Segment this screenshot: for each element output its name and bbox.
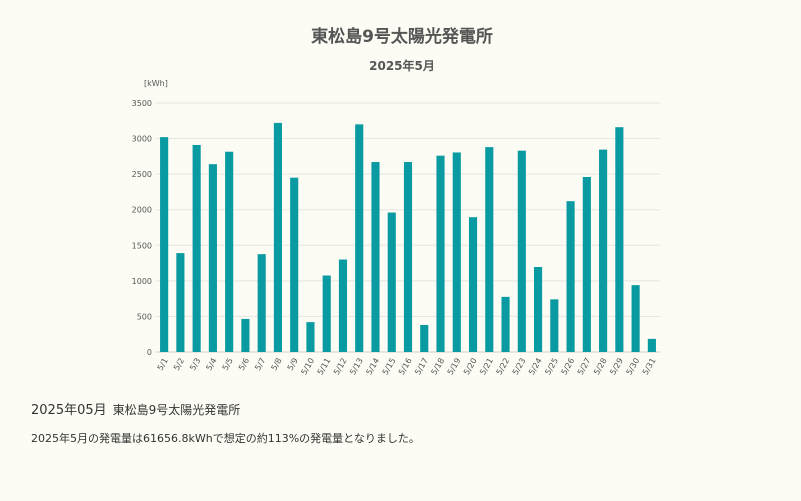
bar xyxy=(371,162,380,352)
bar xyxy=(176,253,185,352)
bar xyxy=(338,259,348,352)
bar xyxy=(599,149,608,352)
y-tick-label: 0 xyxy=(147,348,152,357)
x-tick-label: 5/25 xyxy=(543,357,560,377)
x-tick-label: 5/27 xyxy=(576,357,593,377)
x-tick-label: 5/2 xyxy=(172,357,186,373)
y-axis-unit-label: [kWh] xyxy=(144,79,168,88)
bar xyxy=(387,212,396,352)
bar xyxy=(322,275,331,352)
x-tick-label: 5/19 xyxy=(446,357,463,377)
y-tick-label: 1500 xyxy=(132,241,152,250)
bar xyxy=(192,144,201,352)
bar xyxy=(208,164,217,352)
bar xyxy=(615,127,624,352)
chart-title: 東松島9号太陽光発電所 xyxy=(311,26,493,47)
y-tick-label: 3000 xyxy=(132,135,152,144)
x-tick-label: 5/16 xyxy=(397,357,414,377)
bar xyxy=(241,318,250,352)
x-tick-label: 5/3 xyxy=(188,357,202,373)
x-tick-label: 5/26 xyxy=(560,357,577,377)
bar xyxy=(306,322,315,352)
x-tick-label: 5/24 xyxy=(527,357,544,377)
bar xyxy=(501,296,510,352)
bar xyxy=(420,324,429,352)
chart-subtitle: 2025年5月 xyxy=(369,58,435,73)
x-tick-label: 5/15 xyxy=(381,357,398,377)
x-tick-label: 5/17 xyxy=(413,357,430,377)
x-tick-label: 5/14 xyxy=(364,357,381,377)
bar xyxy=(403,162,413,352)
x-tick-label: 5/6 xyxy=(237,357,251,373)
summary-text: 2025年5月の発電量は61656.8kWhで想定の約113%の発電量となりまし… xyxy=(31,432,420,445)
bar xyxy=(517,150,526,352)
x-tick-label: 5/13 xyxy=(348,357,365,377)
bar-chart: 東松島9号太陽光発電所 2025年5月 [kWh] 0 500 1000 1500 20… xyxy=(132,26,660,377)
bar xyxy=(582,176,591,352)
bar xyxy=(225,151,234,352)
bar xyxy=(566,201,575,352)
y-axis-ticks: 0 500 1000 1500 2000 2500 3000 3500 xyxy=(132,99,152,357)
x-tick-label: 5/31 xyxy=(641,357,658,377)
x-tick-label: 5/22 xyxy=(495,357,512,377)
bar xyxy=(290,177,299,352)
bar xyxy=(550,299,559,352)
x-tick-label: 5/18 xyxy=(429,357,446,377)
x-tick-label: 5/11 xyxy=(316,357,333,377)
x-tick-label: 5/7 xyxy=(253,357,267,373)
bar xyxy=(257,254,266,352)
x-tick-label: 5/28 xyxy=(592,357,609,377)
y-tick-label: 3500 xyxy=(132,99,152,108)
bar xyxy=(534,266,543,352)
bar xyxy=(452,152,461,352)
summary-heading: 2025年05月 東松島9号太陽光発電所 xyxy=(31,399,240,418)
x-tick-label: 5/10 xyxy=(299,357,316,377)
summary-plant-name: 東松島9号太陽光発電所 xyxy=(112,403,241,417)
x-tick-label: 5/9 xyxy=(286,357,300,373)
bar xyxy=(436,155,445,352)
x-tick-label: 5/23 xyxy=(511,357,528,377)
bar xyxy=(485,147,494,352)
bar xyxy=(631,285,640,352)
x-tick-label: 5/12 xyxy=(332,357,349,377)
y-tick-label: 2000 xyxy=(132,206,152,215)
x-tick-label: 5/20 xyxy=(462,357,479,377)
y-tick-label: 1000 xyxy=(132,277,152,286)
x-tick-label: 5/5 xyxy=(221,357,235,373)
x-tick-label: 5/1 xyxy=(156,357,170,373)
x-tick-label: 5/21 xyxy=(478,357,495,377)
summary-month: 2025年05月 xyxy=(31,403,107,418)
x-tick-label: 5/4 xyxy=(204,357,218,373)
y-tick-label: 2500 xyxy=(132,170,152,179)
x-tick-label: 5/29 xyxy=(608,357,625,377)
bar xyxy=(273,122,282,352)
x-tick-label: 5/30 xyxy=(625,357,642,377)
bar xyxy=(468,217,478,352)
x-axis-ticks: 5/1 5/2 5/3 5/4 5/5 5/6 5/7 5/8 5/9 5/10 5/11 5/12 5… xyxy=(156,357,658,377)
bars xyxy=(160,122,656,352)
bar xyxy=(647,338,656,352)
x-tick-label: 5/8 xyxy=(269,357,283,373)
bar xyxy=(355,124,364,352)
y-tick-label: 500 xyxy=(137,312,152,321)
bar xyxy=(160,137,169,352)
